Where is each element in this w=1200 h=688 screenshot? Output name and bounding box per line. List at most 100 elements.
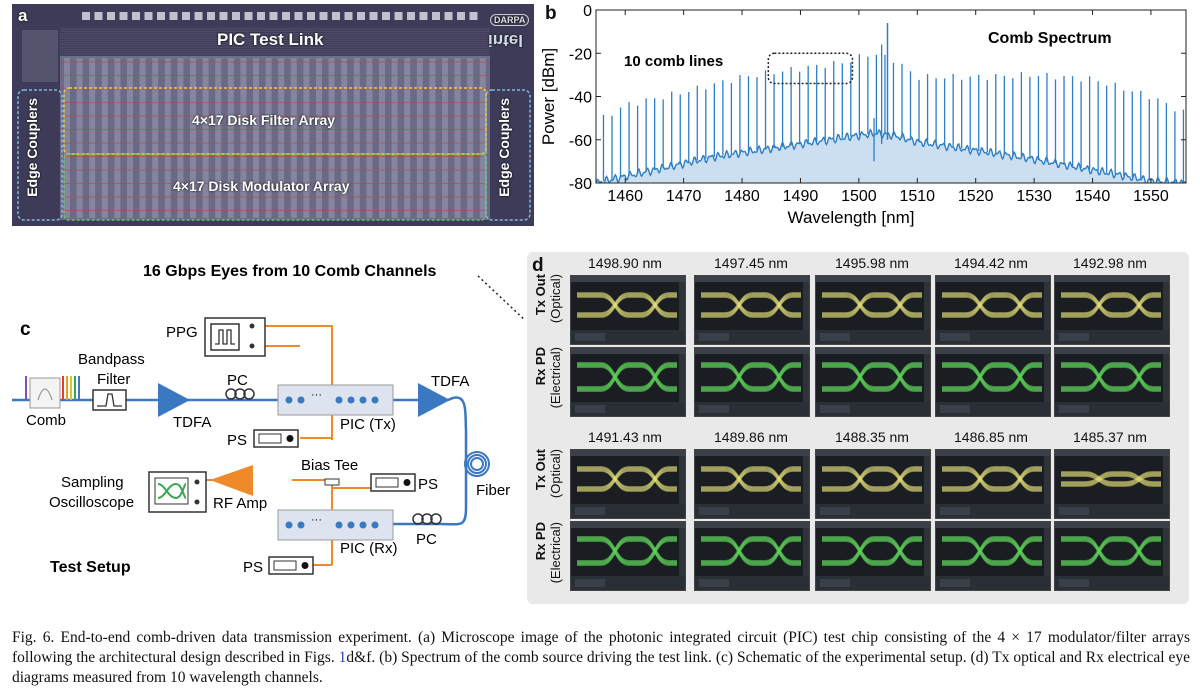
- figure-caption: Fig. 6. End-to-end comb-driven data tran…: [12, 629, 1191, 686]
- edge-couplers-left-label: Edge Couplers: [24, 98, 40, 197]
- ps-bias-icon: [370, 473, 416, 492]
- x-tick-label: 1470: [666, 188, 702, 205]
- x-axis-label: Wavelength [nm]: [788, 208, 915, 227]
- electrical-eye-diagram: [815, 521, 931, 591]
- optical-eye-diagram: [935, 449, 1051, 519]
- noise-floor-area: [596, 129, 1186, 183]
- ppg-label: PPG: [166, 324, 198, 341]
- y-tick-label: 0: [583, 3, 592, 20]
- optical-eye-diagram: [1054, 275, 1170, 345]
- darpa-logo: DARPA: [490, 14, 530, 26]
- optical-eye-diagram: [694, 449, 810, 519]
- pc-top-icon: [225, 388, 255, 400]
- optical-eye-diagram: [694, 275, 810, 345]
- y-tick-label: -40: [569, 90, 592, 107]
- panel-d-label: d: [532, 255, 544, 276]
- tdfa-left-icon: [158, 383, 190, 417]
- wavelength-label: 1491.43 nm: [588, 429, 662, 445]
- sampling-oscilloscope-icon: [148, 471, 207, 513]
- electrical-eye-diagram: [815, 347, 931, 417]
- row-label-tx-1: Tx Out (Optical): [533, 274, 563, 324]
- optical-eye-diagram: [935, 275, 1051, 345]
- pic-rx-label: PIC (Rx): [340, 540, 398, 557]
- y-tick-label: -80: [569, 176, 592, 193]
- pic-tx-dots: ···: [311, 389, 322, 401]
- wavelength-label: 1489.86 nm: [714, 429, 788, 445]
- optical-eye-diagram: [570, 449, 686, 519]
- chip-pattern: [12, 4, 534, 226]
- tdfa-left-label: TDFA: [173, 414, 211, 431]
- tdfa-right-label: TDFA: [431, 373, 469, 390]
- test-setup-label: Test Setup: [50, 559, 131, 576]
- figure-reference-link[interactable]: 1: [338, 649, 347, 666]
- bias-tee-label: Bias Tee: [301, 457, 358, 474]
- test-setup-schematic: c 16 Gbps Eyes from 10 Comb Channels PPG…: [0, 240, 525, 600]
- spectrum-plot: 1460 1470 1480 1490 1500 1510 1520 1530 1540 1550…: [539, 3, 1187, 227]
- electrical-eye-diagram: [694, 347, 810, 417]
- x-tick-label: 1490: [783, 188, 819, 205]
- ppg-icon: [204, 317, 266, 357]
- electrical-eye-diagram: [570, 347, 686, 417]
- pc-bottom-icon: [412, 513, 442, 525]
- pic-tx-label: PIC (Tx): [340, 416, 396, 433]
- electrical-eye-diagram: [1054, 521, 1170, 591]
- chart-title: Comb Spectrum: [988, 30, 1112, 47]
- electrical-eye-diagram: [694, 521, 810, 591]
- comb-lines-annotation: 10 comb lines: [624, 53, 723, 70]
- wavelength-label: 1494.42 nm: [954, 255, 1028, 271]
- wavelength-label: 1488.35 nm: [835, 429, 909, 445]
- comb-lines-box: [767, 52, 854, 85]
- pic-rx-icon: [277, 509, 394, 541]
- y-tick-label: -60: [569, 133, 592, 150]
- rf-amp-icon: [210, 465, 253, 496]
- wavelength-label: 1486.85 nm: [954, 429, 1028, 445]
- wavelength-label: 1485.37 nm: [1073, 429, 1147, 445]
- y-tick-label: -20: [569, 46, 592, 63]
- eyes-connector-line: [477, 275, 525, 322]
- electrical-eye-diagram: [570, 521, 686, 591]
- wavelength-label: 1492.98 nm: [1073, 255, 1147, 271]
- comb-source-icon: [25, 376, 80, 409]
- pc-top-label: PC: [227, 372, 248, 389]
- wavelength-label: 1497.45 nm: [714, 255, 788, 271]
- row-label-tx-2: Tx Out (Optical): [533, 449, 563, 499]
- eyes-title: 16 Gbps Eyes from 10 Comb Channels: [143, 263, 437, 280]
- optical-eye-diagram: [815, 275, 931, 345]
- x-tick-label: 1500: [841, 188, 877, 205]
- eye-diagram-grid: d 1498.90 nm 1497.45 nm 1495.98 nm 1494.…: [527, 252, 1189, 604]
- bandpass-filter-icon: [92, 389, 127, 411]
- comb-label: Comb: [26, 412, 66, 429]
- x-tick-label: 1540: [1075, 188, 1111, 205]
- ps-rx-icon: [268, 556, 314, 575]
- tdfa-right-icon: [418, 383, 450, 417]
- wavelength-label: 1498.90 nm: [588, 255, 662, 271]
- ps-tx-icon: [253, 429, 299, 448]
- x-tick-label: 1520: [958, 188, 994, 205]
- y-axis-label: Power [dBm]: [539, 48, 558, 145]
- comb-spectrum-chart: b 1460 1470 1480 1490 1500 1510 1520 1530 1540 15…: [538, 0, 1194, 232]
- electrical-eye-diagram: [935, 521, 1051, 591]
- chip-micrograph: a PIC Test Link 4×17 Disk Filter Array 4…: [12, 4, 534, 226]
- wavelength-label: 1495.98 nm: [835, 255, 909, 271]
- optical-eye-diagram: [570, 275, 686, 345]
- ps-bias-label: PS: [418, 476, 438, 493]
- chip-title: PIC Test Link: [217, 30, 324, 49]
- panel-c-label: c: [20, 319, 31, 340]
- pic-rx-dots: ···: [311, 514, 322, 526]
- x-tick-label: 1510: [899, 188, 935, 205]
- ps-tx-label: PS: [227, 432, 247, 449]
- pic-tx-icon: [277, 384, 394, 416]
- noise-floor-trace: [596, 128, 1186, 183]
- x-tick-label: 1460: [607, 188, 643, 205]
- bias-tee-icon: [324, 478, 340, 486]
- modulator-array-label: 4×17 Disk Modulator Array: [173, 178, 350, 194]
- row-label-rx-2: Rx PD (Electrical): [533, 522, 563, 584]
- x-tick-label: 1530: [1016, 188, 1052, 205]
- optical-eye-diagram: [1054, 449, 1170, 519]
- fiber-label: Fiber: [476, 482, 510, 499]
- bandpass-filter-label: Bandpass Filter: [78, 351, 145, 388]
- row-label-rx-1: Rx PD (Electrical): [533, 347, 563, 409]
- sampling-oscilloscope-label: Sampling Oscilloscope: [49, 474, 134, 511]
- x-tick-label: 1480: [724, 188, 760, 205]
- rf-amp-label: RF Amp: [213, 495, 267, 512]
